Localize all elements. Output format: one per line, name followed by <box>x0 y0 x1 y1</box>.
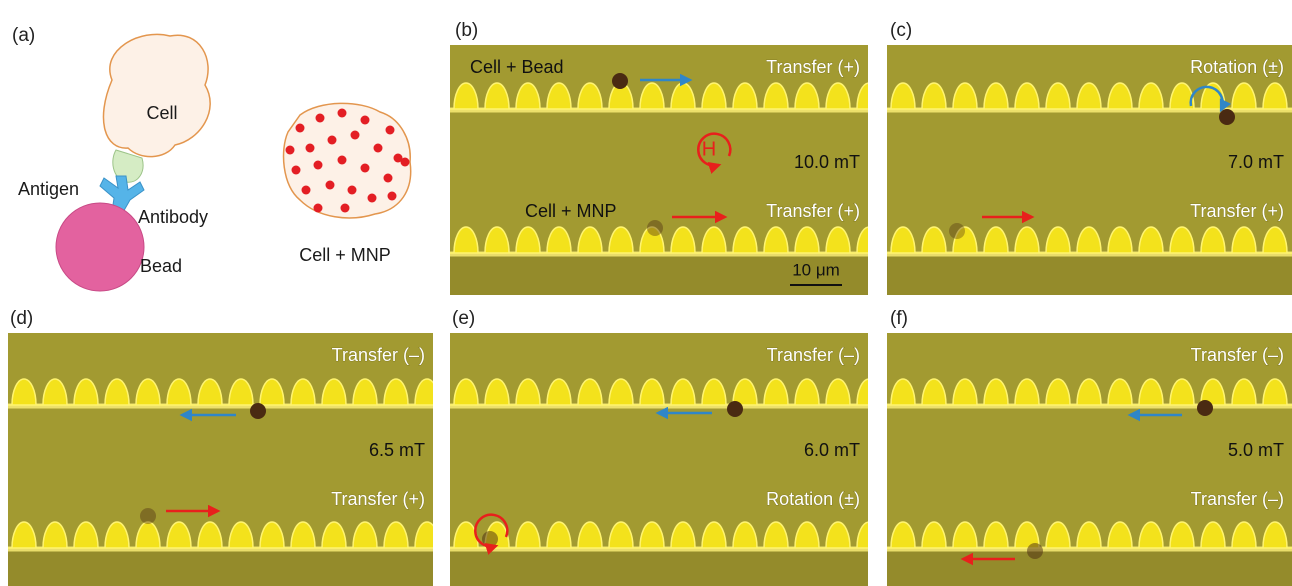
bead <box>612 73 628 89</box>
cell-mnp-label: Cell + MNP <box>299 245 391 265</box>
micrograph: Transfer (–) 6.0 mT Rotation (±) <box>450 333 912 586</box>
mnp <box>328 136 337 145</box>
field-symbol: H <box>702 138 716 160</box>
micrograph: Rotation (±) 7.0 mT Transfer (+) <box>887 45 1292 295</box>
background-dark <box>887 253 1292 295</box>
top-mode: Transfer (–) <box>1191 345 1284 365</box>
bottom-mode: Rotation (±) <box>766 489 860 509</box>
mnp <box>302 186 311 195</box>
cell <box>103 34 210 156</box>
micrograph: Transfer (–) 6.5 mT Transfer (+) <box>8 333 470 586</box>
mnp <box>388 192 397 201</box>
mnp <box>326 181 335 190</box>
mnp <box>384 174 393 183</box>
field-strength: 6.0 mT <box>804 440 860 460</box>
background-dark <box>8 548 433 586</box>
mnp <box>368 194 377 203</box>
mnp <box>338 109 347 118</box>
bead <box>949 223 965 239</box>
field-strength: 7.0 mT <box>1228 152 1284 172</box>
background-dark <box>887 548 1292 586</box>
bead <box>727 401 743 417</box>
bead <box>1197 400 1213 416</box>
field-strength: 10.0 mT <box>794 152 860 172</box>
cell-mnp <box>284 103 411 218</box>
antigen-label: Antigen <box>18 179 79 199</box>
mnp <box>374 144 383 153</box>
bead <box>647 220 663 236</box>
panel-a: (a) Cell Antigen Antibody Bead Cell + MN… <box>12 25 411 291</box>
mnp <box>348 186 357 195</box>
bead-label: Bead <box>140 256 182 276</box>
mnp <box>306 144 315 153</box>
mnp <box>296 124 305 133</box>
field-strength: 6.5 mT <box>369 440 425 460</box>
antibody-label: Antibody <box>138 207 208 227</box>
mnp <box>316 114 325 123</box>
top-mode: Transfer (–) <box>332 345 425 365</box>
panel-label: (c) <box>890 20 912 41</box>
mnp <box>361 164 370 173</box>
bottom-mode: Transfer (+) <box>1190 201 1284 221</box>
panel-label: (b) <box>455 20 478 41</box>
background-dark <box>450 548 868 586</box>
mnp <box>314 161 323 170</box>
panel-label: (d) <box>10 308 33 329</box>
bottom-mode: Transfer (–) <box>1191 489 1284 509</box>
mnp <box>286 146 295 155</box>
bead <box>140 508 156 524</box>
micrograph: Transfer (+) 10.0 mT Transfer (+) Cell + Be… <box>450 45 912 295</box>
panel-label: (a) <box>12 25 35 46</box>
mnp <box>292 166 301 175</box>
mnp <box>341 204 350 213</box>
micrograph: Transfer (–) 5.0 mT Transfer (–) <box>887 333 1292 586</box>
bottom-mode: Transfer (+) <box>766 201 860 221</box>
top-mode: Rotation (±) <box>1190 57 1284 77</box>
mnp <box>351 131 360 140</box>
bottom-mode: Transfer (+) <box>331 489 425 509</box>
bead <box>56 203 144 291</box>
bottom-sample: Cell + MNP <box>525 201 617 221</box>
bead <box>1027 543 1043 559</box>
mnp <box>401 158 410 167</box>
top-mode: Transfer (–) <box>767 345 860 365</box>
mnp <box>338 156 347 165</box>
panel-label: (e) <box>452 308 475 329</box>
panel-label: (f) <box>890 308 908 329</box>
mnp <box>386 126 395 135</box>
mnp <box>361 116 370 125</box>
top-sample: Cell + Bead <box>470 57 564 77</box>
scale-label: 10 μm <box>792 260 840 279</box>
bead <box>1219 109 1235 125</box>
top-mode: Transfer (+) <box>766 57 860 77</box>
field-strength: 5.0 mT <box>1228 440 1284 460</box>
figure: (a) Cell Antigen Antibody Bead Cell + MN… <box>0 0 1292 586</box>
bead <box>250 403 266 419</box>
mnp <box>314 204 323 213</box>
cell-label: Cell <box>146 103 177 123</box>
